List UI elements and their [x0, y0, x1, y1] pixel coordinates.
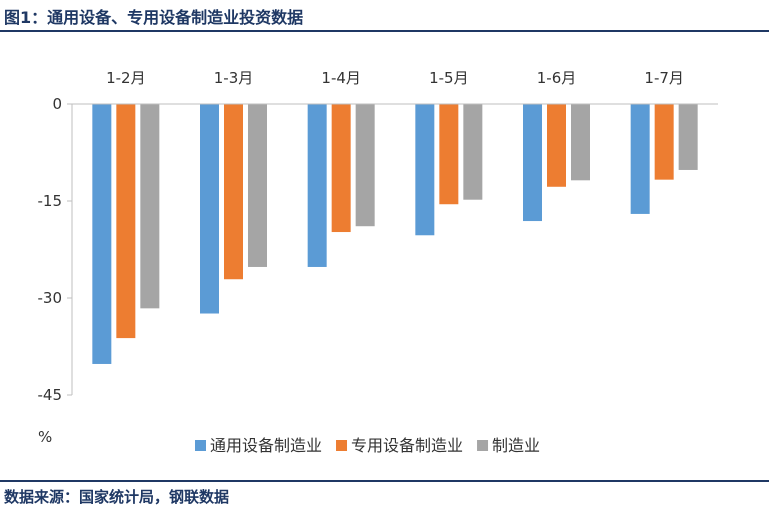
y-tick-label: -15 [38, 192, 63, 210]
bar-3-3 [355, 104, 375, 227]
x-category-label: 1-2月 [106, 69, 146, 87]
x-category-label: 1-3月 [214, 69, 254, 87]
bar-1-6 [630, 104, 650, 214]
bar-chart: 0 -15 -30 -45% 1-2月 1-3月 1-4月 1-5月 1-6月 1-7月通用设备制… [38, 69, 718, 455]
bar-3-6 [678, 104, 698, 170]
bar-2-1 [116, 104, 136, 339]
bar-2-2 [224, 104, 243, 280]
x-category-label: 1-5月 [429, 69, 469, 87]
y-tick-label: 0 [52, 95, 62, 113]
legend-swatch-3 [477, 440, 489, 451]
legend-label-3: 制造业 [492, 436, 540, 455]
legend-swatch-2 [336, 440, 348, 451]
legend-label-1: 通用设备制造业 [210, 436, 322, 455]
legend-swatch-1 [195, 440, 206, 451]
data-source: 数据来源：国家统计局，钢联数据 [4, 488, 230, 506]
figure-title: 图1：通用设备、专用设备制造业投资数据 [4, 8, 304, 27]
x-category-label: 1-6月 [537, 69, 577, 87]
bar-3-1 [140, 104, 160, 309]
bar-1-3 [307, 104, 327, 267]
bar-3-2 [248, 104, 267, 267]
bar-1-5 [523, 104, 542, 222]
x-category-label: 1-7月 [644, 69, 684, 87]
bar-2-3 [331, 104, 351, 233]
bar-1-4 [415, 104, 435, 236]
x-category-label: 1-4月 [321, 69, 361, 87]
legend-label-2: 专用设备制造业 [351, 436, 463, 455]
bar-3-4 [463, 104, 483, 200]
bar-2-5 [547, 104, 566, 187]
footer-divider [0, 480, 769, 482]
bar-2-4 [439, 104, 459, 205]
title-divider [0, 30, 769, 32]
bar-1-2 [200, 104, 219, 314]
bar-2-6 [654, 104, 674, 180]
bar-3-5 [571, 104, 590, 181]
y-tick-label: -30 [38, 289, 63, 307]
y-axis-unit-label: % [38, 428, 52, 446]
y-tick-label: -45 [38, 386, 63, 404]
bar-1-1 [92, 104, 112, 364]
